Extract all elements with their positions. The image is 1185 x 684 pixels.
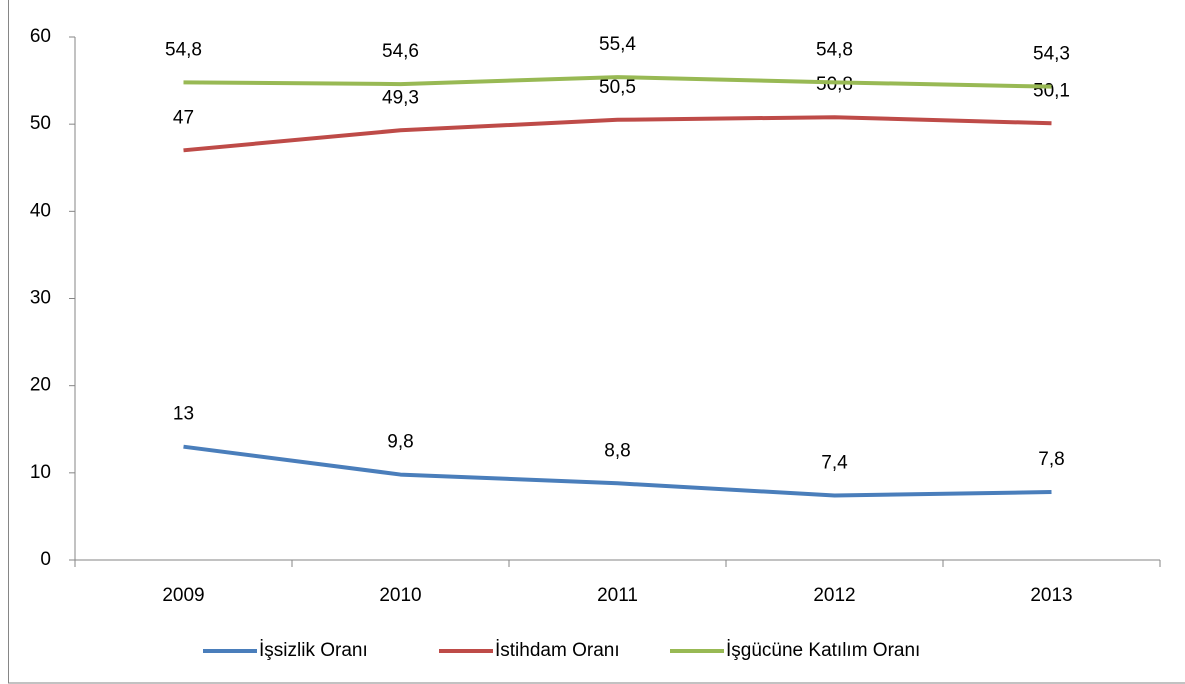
data-label: 8,8: [604, 440, 630, 461]
data-label: 9,8: [387, 432, 413, 453]
legend-label: İşsizlik Oranı: [259, 640, 368, 661]
x-tick-label: 2013: [1030, 585, 1072, 606]
y-tick-label: 20: [30, 375, 51, 396]
data-label: 54,8: [165, 39, 202, 60]
data-label: 49,3: [382, 87, 419, 108]
data-label: 7,8: [1038, 449, 1064, 470]
y-tick-label: 0: [40, 549, 51, 570]
data-label: 50,5: [599, 77, 636, 98]
y-tick-label: 40: [30, 200, 51, 221]
legend-label: İşgücüne Katılım Oranı: [726, 640, 920, 661]
series-line: [183, 444, 1052, 498]
x-tick-label: 2010: [379, 585, 421, 606]
data-label: 55,4: [599, 34, 636, 55]
data-label: 50,1: [1033, 80, 1070, 101]
x-tick-label: 2009: [162, 585, 204, 606]
data-label: 7,4: [821, 453, 848, 474]
data-label: 13: [173, 404, 194, 425]
x-tick-label: 2012: [813, 585, 855, 606]
y-tick-label: 30: [30, 288, 51, 309]
legend-label: İstihdam Oranı: [495, 640, 620, 661]
series-line: [183, 115, 1052, 153]
y-tick-label: 10: [30, 462, 51, 483]
series-line: [183, 75, 1052, 89]
data-label: 50,8: [816, 74, 853, 95]
x-tick-label: 2011: [597, 585, 638, 606]
y-tick-label: 50: [30, 113, 51, 134]
data-label: 47: [173, 107, 194, 128]
y-tick-label: 60: [30, 26, 51, 47]
data-label: 54,6: [382, 41, 419, 62]
data-label: 54,8: [816, 39, 853, 60]
data-label: 54,3: [1033, 44, 1070, 65]
chart-border: [8, 0, 1185, 684]
